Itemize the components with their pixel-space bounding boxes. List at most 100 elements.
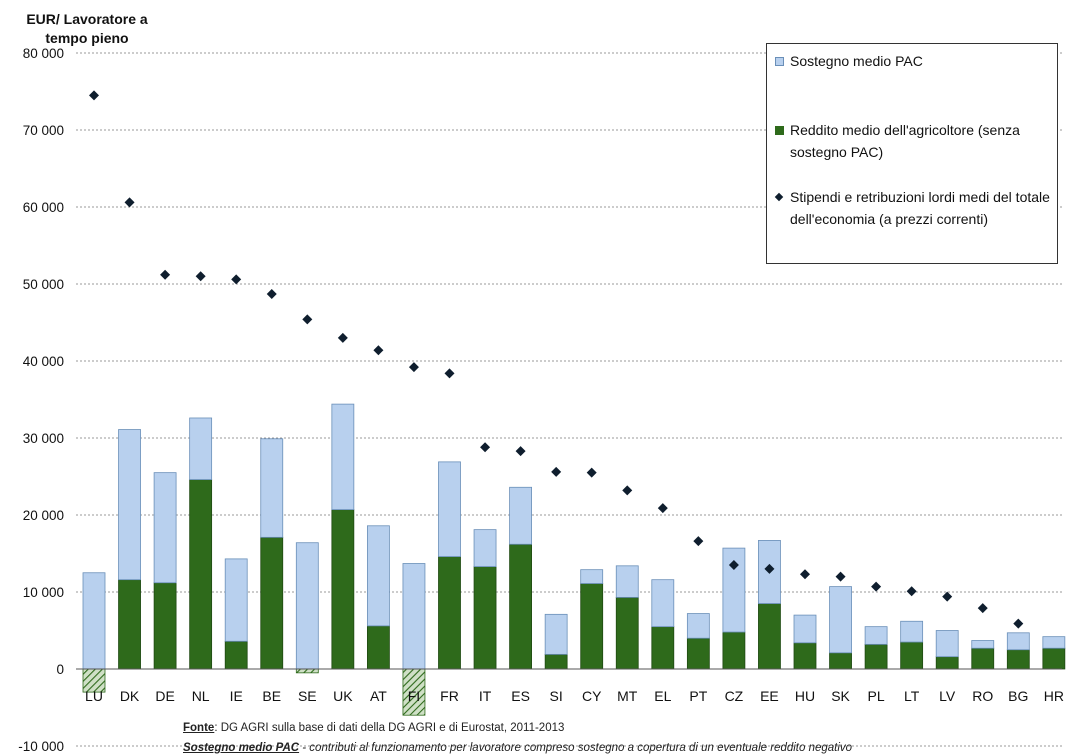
income-bar bbox=[935, 656, 959, 670]
y-tick-label: 30 000 bbox=[23, 431, 64, 446]
income-bar bbox=[1042, 647, 1066, 670]
wage-marker bbox=[586, 467, 597, 478]
x-tick-label: DK bbox=[120, 688, 140, 704]
income-bar bbox=[366, 625, 390, 670]
x-tick-label: ES bbox=[511, 688, 530, 704]
income-bar bbox=[544, 653, 568, 670]
x-tick-label: BE bbox=[262, 688, 281, 704]
x-tick-label: SK bbox=[831, 688, 850, 704]
legend: Sostegno medio PAC Reddito medio dell'ag… bbox=[766, 43, 1058, 264]
x-tick-label: LT bbox=[904, 688, 920, 704]
income-bar bbox=[153, 582, 177, 670]
legend-label-farmer-income: Reddito medio dell'agricoltore (senza so… bbox=[790, 122, 1020, 160]
wage-marker bbox=[942, 591, 953, 602]
x-tick-label: AT bbox=[370, 688, 387, 704]
x-tick-label: SI bbox=[550, 688, 563, 704]
x-tick-label: LV bbox=[939, 688, 956, 704]
income-bar bbox=[900, 641, 924, 670]
cap-support-bar bbox=[331, 403, 355, 511]
income-bar bbox=[224, 640, 248, 670]
wage-marker bbox=[835, 571, 846, 582]
y-tick-label: 70 000 bbox=[23, 123, 64, 138]
definition-note: Sostegno medio PAC - contributi al funzi… bbox=[183, 742, 1053, 754]
wage-marker bbox=[444, 368, 455, 379]
cap-support-bar bbox=[615, 565, 639, 598]
income-bar bbox=[864, 643, 888, 670]
income-bar bbox=[722, 631, 746, 670]
note-text: - contributi al funzionamento per lavora… bbox=[299, 742, 853, 754]
wage-marker bbox=[195, 271, 206, 282]
cap-support-bar bbox=[366, 525, 390, 627]
y-tick-label: 20 000 bbox=[23, 508, 64, 523]
wage-marker bbox=[480, 442, 491, 453]
income-bar bbox=[793, 642, 817, 670]
y-tick-label: 40 000 bbox=[23, 354, 64, 369]
x-tick-label: FR bbox=[440, 688, 459, 704]
wage-marker bbox=[337, 332, 348, 343]
wage-marker bbox=[657, 503, 668, 514]
income-bar bbox=[580, 583, 604, 670]
cap-support-bar bbox=[295, 542, 319, 670]
wage-marker bbox=[551, 466, 562, 477]
wage-marker bbox=[515, 446, 526, 457]
x-tick-label: RO bbox=[972, 688, 993, 704]
x-tick-label: HR bbox=[1044, 688, 1064, 704]
income-bar-negative bbox=[295, 668, 319, 674]
cap-support-bar bbox=[864, 626, 888, 645]
source-label: Fonte bbox=[183, 722, 215, 734]
cap-support-bar bbox=[1042, 636, 1066, 649]
cap-support-bar bbox=[189, 417, 213, 480]
income-bar bbox=[189, 479, 213, 670]
x-tick-label: UK bbox=[333, 688, 353, 704]
x-tick-label: BG bbox=[1008, 688, 1028, 704]
cap-support-bar bbox=[971, 640, 995, 649]
wage-marker bbox=[800, 569, 810, 580]
wage-marker bbox=[160, 269, 171, 280]
source-note: Fonte: DG AGRI sulla base di dati della … bbox=[183, 722, 564, 734]
wage-marker bbox=[266, 289, 277, 300]
x-tick-label: FI bbox=[408, 688, 420, 704]
y-tick-label: -10 000 bbox=[18, 739, 64, 754]
cap-support-bar bbox=[260, 438, 284, 538]
legend-swatch-cap-support bbox=[775, 57, 784, 66]
income-bar bbox=[260, 536, 284, 670]
x-tick-label: EE bbox=[760, 688, 779, 704]
x-tick-label: CY bbox=[582, 688, 602, 704]
cap-support-bar bbox=[651, 579, 675, 628]
wage-marker bbox=[124, 197, 135, 208]
cap-support-bar bbox=[686, 613, 710, 639]
wage-marker bbox=[408, 362, 419, 373]
legend-swatch-farmer-income bbox=[775, 126, 784, 135]
cap-support-bar bbox=[1006, 632, 1030, 651]
income-bar bbox=[651, 626, 675, 670]
x-tick-label: SE bbox=[298, 688, 317, 704]
cap-support-bar bbox=[935, 630, 959, 658]
cap-support-bar bbox=[509, 486, 533, 545]
wage-marker bbox=[693, 536, 704, 547]
cap-support-bar bbox=[900, 620, 924, 643]
wage-marker bbox=[977, 603, 988, 614]
x-tick-label: IE bbox=[230, 688, 243, 704]
wage-marker bbox=[764, 563, 775, 574]
x-tick-label: EL bbox=[654, 688, 671, 704]
cap-support-bar bbox=[153, 472, 177, 584]
income-bar bbox=[971, 647, 995, 670]
wage-marker bbox=[728, 560, 739, 571]
cap-support-bar bbox=[580, 569, 604, 584]
legend-label-cap-support: Sostegno medio PAC bbox=[790, 53, 923, 69]
y-tick-label: 0 bbox=[56, 662, 64, 677]
y-tick-label: 10 000 bbox=[23, 585, 64, 600]
cap-support-bar bbox=[473, 529, 497, 567]
wage-marker bbox=[1013, 618, 1024, 629]
wage-marker bbox=[906, 586, 917, 597]
x-tick-label: DE bbox=[155, 688, 174, 704]
income-bar bbox=[118, 579, 141, 670]
income-bar bbox=[686, 637, 710, 670]
income-bar bbox=[331, 509, 355, 670]
x-tick-label: IT bbox=[479, 688, 492, 704]
x-tick-label: PT bbox=[689, 688, 707, 704]
wage-marker bbox=[871, 581, 882, 592]
cap-support-bar bbox=[82, 572, 106, 670]
